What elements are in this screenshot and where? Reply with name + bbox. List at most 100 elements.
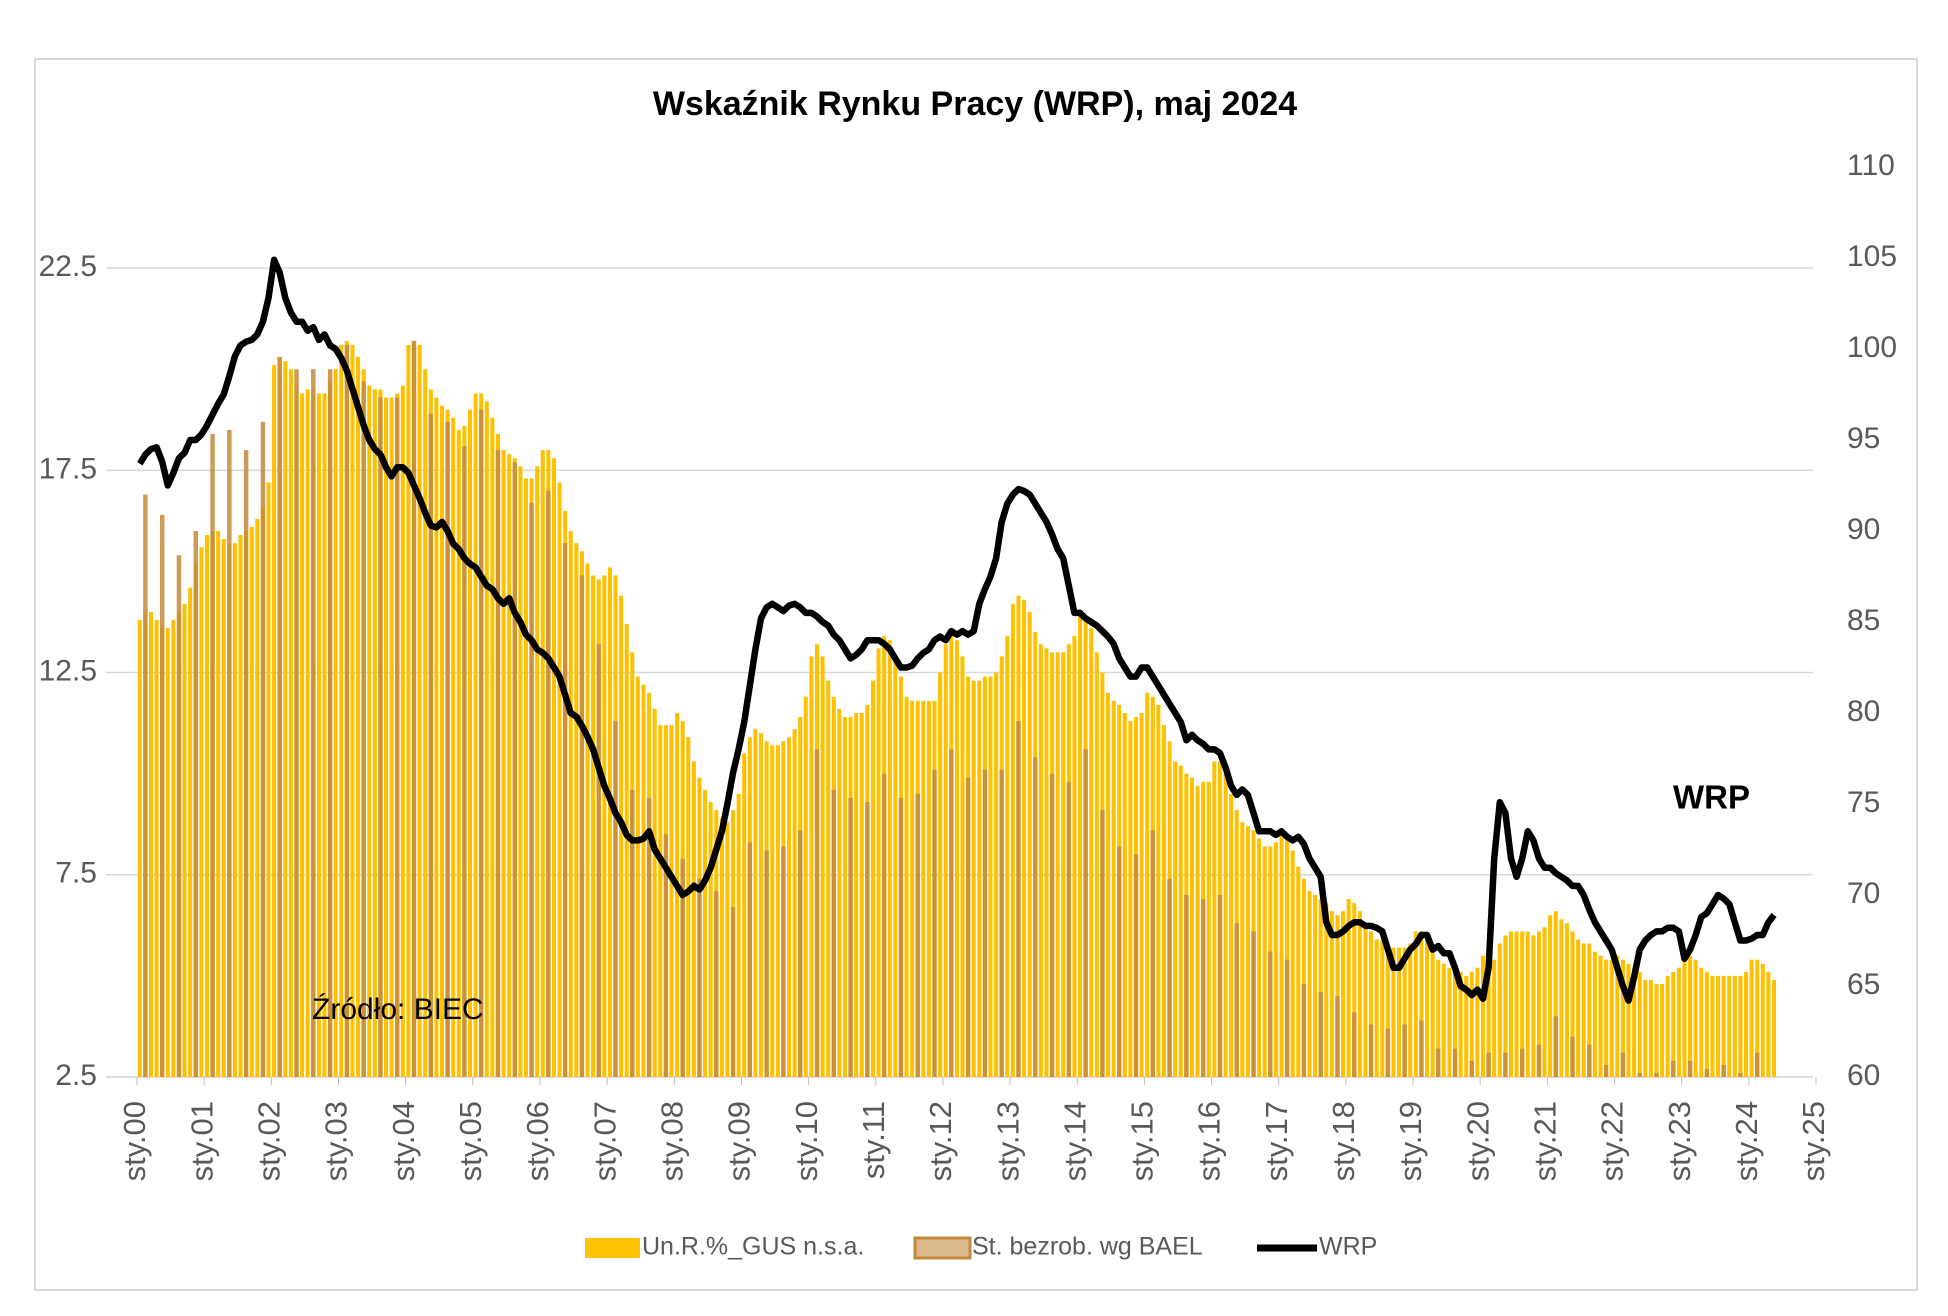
bar xyxy=(781,846,786,1077)
bar xyxy=(456,429,461,1077)
bar xyxy=(1609,959,1614,1077)
bar xyxy=(1078,615,1083,1077)
bar xyxy=(630,789,635,1077)
bar xyxy=(1374,939,1379,1077)
bar xyxy=(680,858,685,1077)
bar xyxy=(759,733,764,1077)
bar xyxy=(384,397,389,1077)
bar xyxy=(1341,911,1346,1077)
bar xyxy=(1643,979,1648,1077)
bar xyxy=(1290,850,1295,1077)
bar xyxy=(1324,903,1329,1077)
bar xyxy=(1603,1064,1609,1077)
bar xyxy=(428,413,434,1077)
bar xyxy=(881,773,887,1077)
bar xyxy=(1436,959,1441,1077)
bar xyxy=(339,344,344,1077)
x-tick-label: sty.20 xyxy=(1460,1101,1495,1181)
bar xyxy=(1598,955,1603,1077)
y2-tick-label: 75 xyxy=(1847,786,1880,819)
bar xyxy=(188,587,193,1077)
bar xyxy=(607,567,612,1077)
bar xyxy=(378,397,383,1077)
bar xyxy=(1682,955,1687,1077)
bar xyxy=(305,389,310,1077)
bar xyxy=(1760,963,1765,1077)
bar xyxy=(1380,939,1385,1077)
bar xyxy=(988,676,993,1077)
bar xyxy=(1738,975,1743,1077)
bar xyxy=(943,644,948,1077)
bar xyxy=(1223,773,1228,1077)
bar xyxy=(1301,983,1307,1077)
bar xyxy=(1553,1016,1558,1077)
bar xyxy=(1408,943,1413,1077)
bar xyxy=(462,446,467,1078)
bar xyxy=(1368,1024,1374,1077)
bar xyxy=(406,344,411,1077)
bar xyxy=(1553,911,1558,1077)
bar xyxy=(535,466,540,1077)
legend-swatch xyxy=(913,1236,972,1260)
bar xyxy=(165,628,170,1077)
bar xyxy=(708,801,713,1077)
bar xyxy=(1716,975,1721,1077)
bar xyxy=(1335,996,1340,1077)
bar xyxy=(1738,1072,1743,1077)
bar xyxy=(1497,943,1502,1077)
bar xyxy=(1665,975,1670,1077)
bar xyxy=(675,713,680,1077)
bar xyxy=(1066,781,1072,1077)
bar xyxy=(193,531,199,1077)
x-tick-label: sty.17 xyxy=(1259,1101,1294,1181)
bar xyxy=(227,429,232,1077)
bar xyxy=(736,793,741,1077)
bar xyxy=(1744,971,1749,1077)
bar xyxy=(1626,963,1631,1077)
bar xyxy=(255,518,260,1077)
bar xyxy=(1268,951,1273,1077)
bar xyxy=(518,466,523,1077)
bar xyxy=(260,421,266,1077)
bar xyxy=(663,834,669,1077)
bar xyxy=(1212,761,1217,1077)
bar xyxy=(1514,931,1519,1077)
bar xyxy=(1671,1060,1676,1077)
x-tick-label: sty.16 xyxy=(1192,1101,1227,1181)
bar xyxy=(977,680,982,1077)
bar xyxy=(1772,979,1777,1077)
x-tick-label: sty.00 xyxy=(117,1101,152,1181)
y2-tick-label: 60 xyxy=(1847,1059,1880,1092)
bar xyxy=(837,708,842,1077)
bar xyxy=(1313,895,1318,1077)
bar xyxy=(1704,1068,1710,1077)
x-tick-label: sty.06 xyxy=(520,1101,555,1181)
bar xyxy=(652,708,657,1077)
bar xyxy=(1419,1020,1424,1077)
bar xyxy=(742,753,747,1077)
bar xyxy=(1699,967,1704,1077)
x-tick-label: sty.13 xyxy=(990,1101,1025,1181)
x-tick-label: sty.21 xyxy=(1528,1101,1563,1181)
bar xyxy=(949,749,954,1077)
bar xyxy=(1391,947,1396,1077)
bar xyxy=(1296,866,1301,1077)
bar xyxy=(171,619,176,1077)
bar xyxy=(1139,713,1144,1077)
bar xyxy=(327,369,333,1077)
y-tick-label: 17.5 xyxy=(39,452,97,485)
bar xyxy=(1167,878,1172,1077)
bar xyxy=(1430,951,1435,1077)
bar xyxy=(1492,959,1497,1077)
x-tick-label: sty.22 xyxy=(1595,1101,1630,1181)
bar xyxy=(686,737,691,1077)
bar xyxy=(1548,915,1553,1077)
x-tick-label: sty.09 xyxy=(722,1101,757,1181)
bar xyxy=(1083,749,1088,1077)
bar xyxy=(1559,919,1564,1077)
bar xyxy=(1116,846,1122,1077)
bar xyxy=(591,575,596,1077)
bar xyxy=(333,369,338,1077)
bar xyxy=(300,393,305,1077)
